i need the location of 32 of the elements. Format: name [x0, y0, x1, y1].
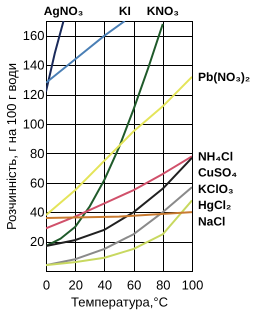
series-label: AgNO₃: [44, 4, 84, 18]
x-tick-label: 20: [68, 278, 83, 292]
series-label: HgCl₂: [198, 198, 232, 212]
y-tick-label: 120: [22, 87, 44, 102]
x-tick-label: 80: [156, 278, 171, 292]
line-series: [46, 155, 192, 230]
y-tick-label: 140: [22, 58, 44, 73]
y-tick-label: 80: [30, 146, 44, 161]
series-label: KNO₃: [146, 4, 179, 18]
y-tick-label: 20: [30, 234, 44, 250]
x-tick-label: 60: [126, 278, 142, 292]
series-label: Pb(NO₃)₂: [198, 70, 250, 84]
x-tick-label: 100: [182, 278, 204, 292]
line-series: [46, 21, 126, 84]
y-tick-label: 100: [22, 116, 44, 132]
y-tick-label: 40: [30, 204, 44, 220]
line-series: [46, 156, 192, 247]
x-axis-title: Температура,°C: [71, 294, 168, 310]
y-tick-label: 60: [30, 175, 44, 190]
line-series: [46, 76, 192, 216]
y-axis-title: Розчинність, г на 100 г води: [4, 62, 19, 230]
y-tick-label: 160: [22, 28, 44, 44]
series-label: NH₄Cl: [198, 149, 234, 164]
series-label: KI: [118, 4, 131, 18]
series-label: KClO₃: [198, 182, 234, 196]
line-series: [46, 186, 192, 266]
series-label: CuSO₄: [198, 166, 238, 180]
line-series: [46, 199, 192, 266]
x-tick-label: 0: [42, 278, 50, 292]
line-series: [46, 22, 164, 247]
x-tick-label: 40: [98, 278, 112, 292]
series-label: NaCl: [198, 214, 226, 228]
